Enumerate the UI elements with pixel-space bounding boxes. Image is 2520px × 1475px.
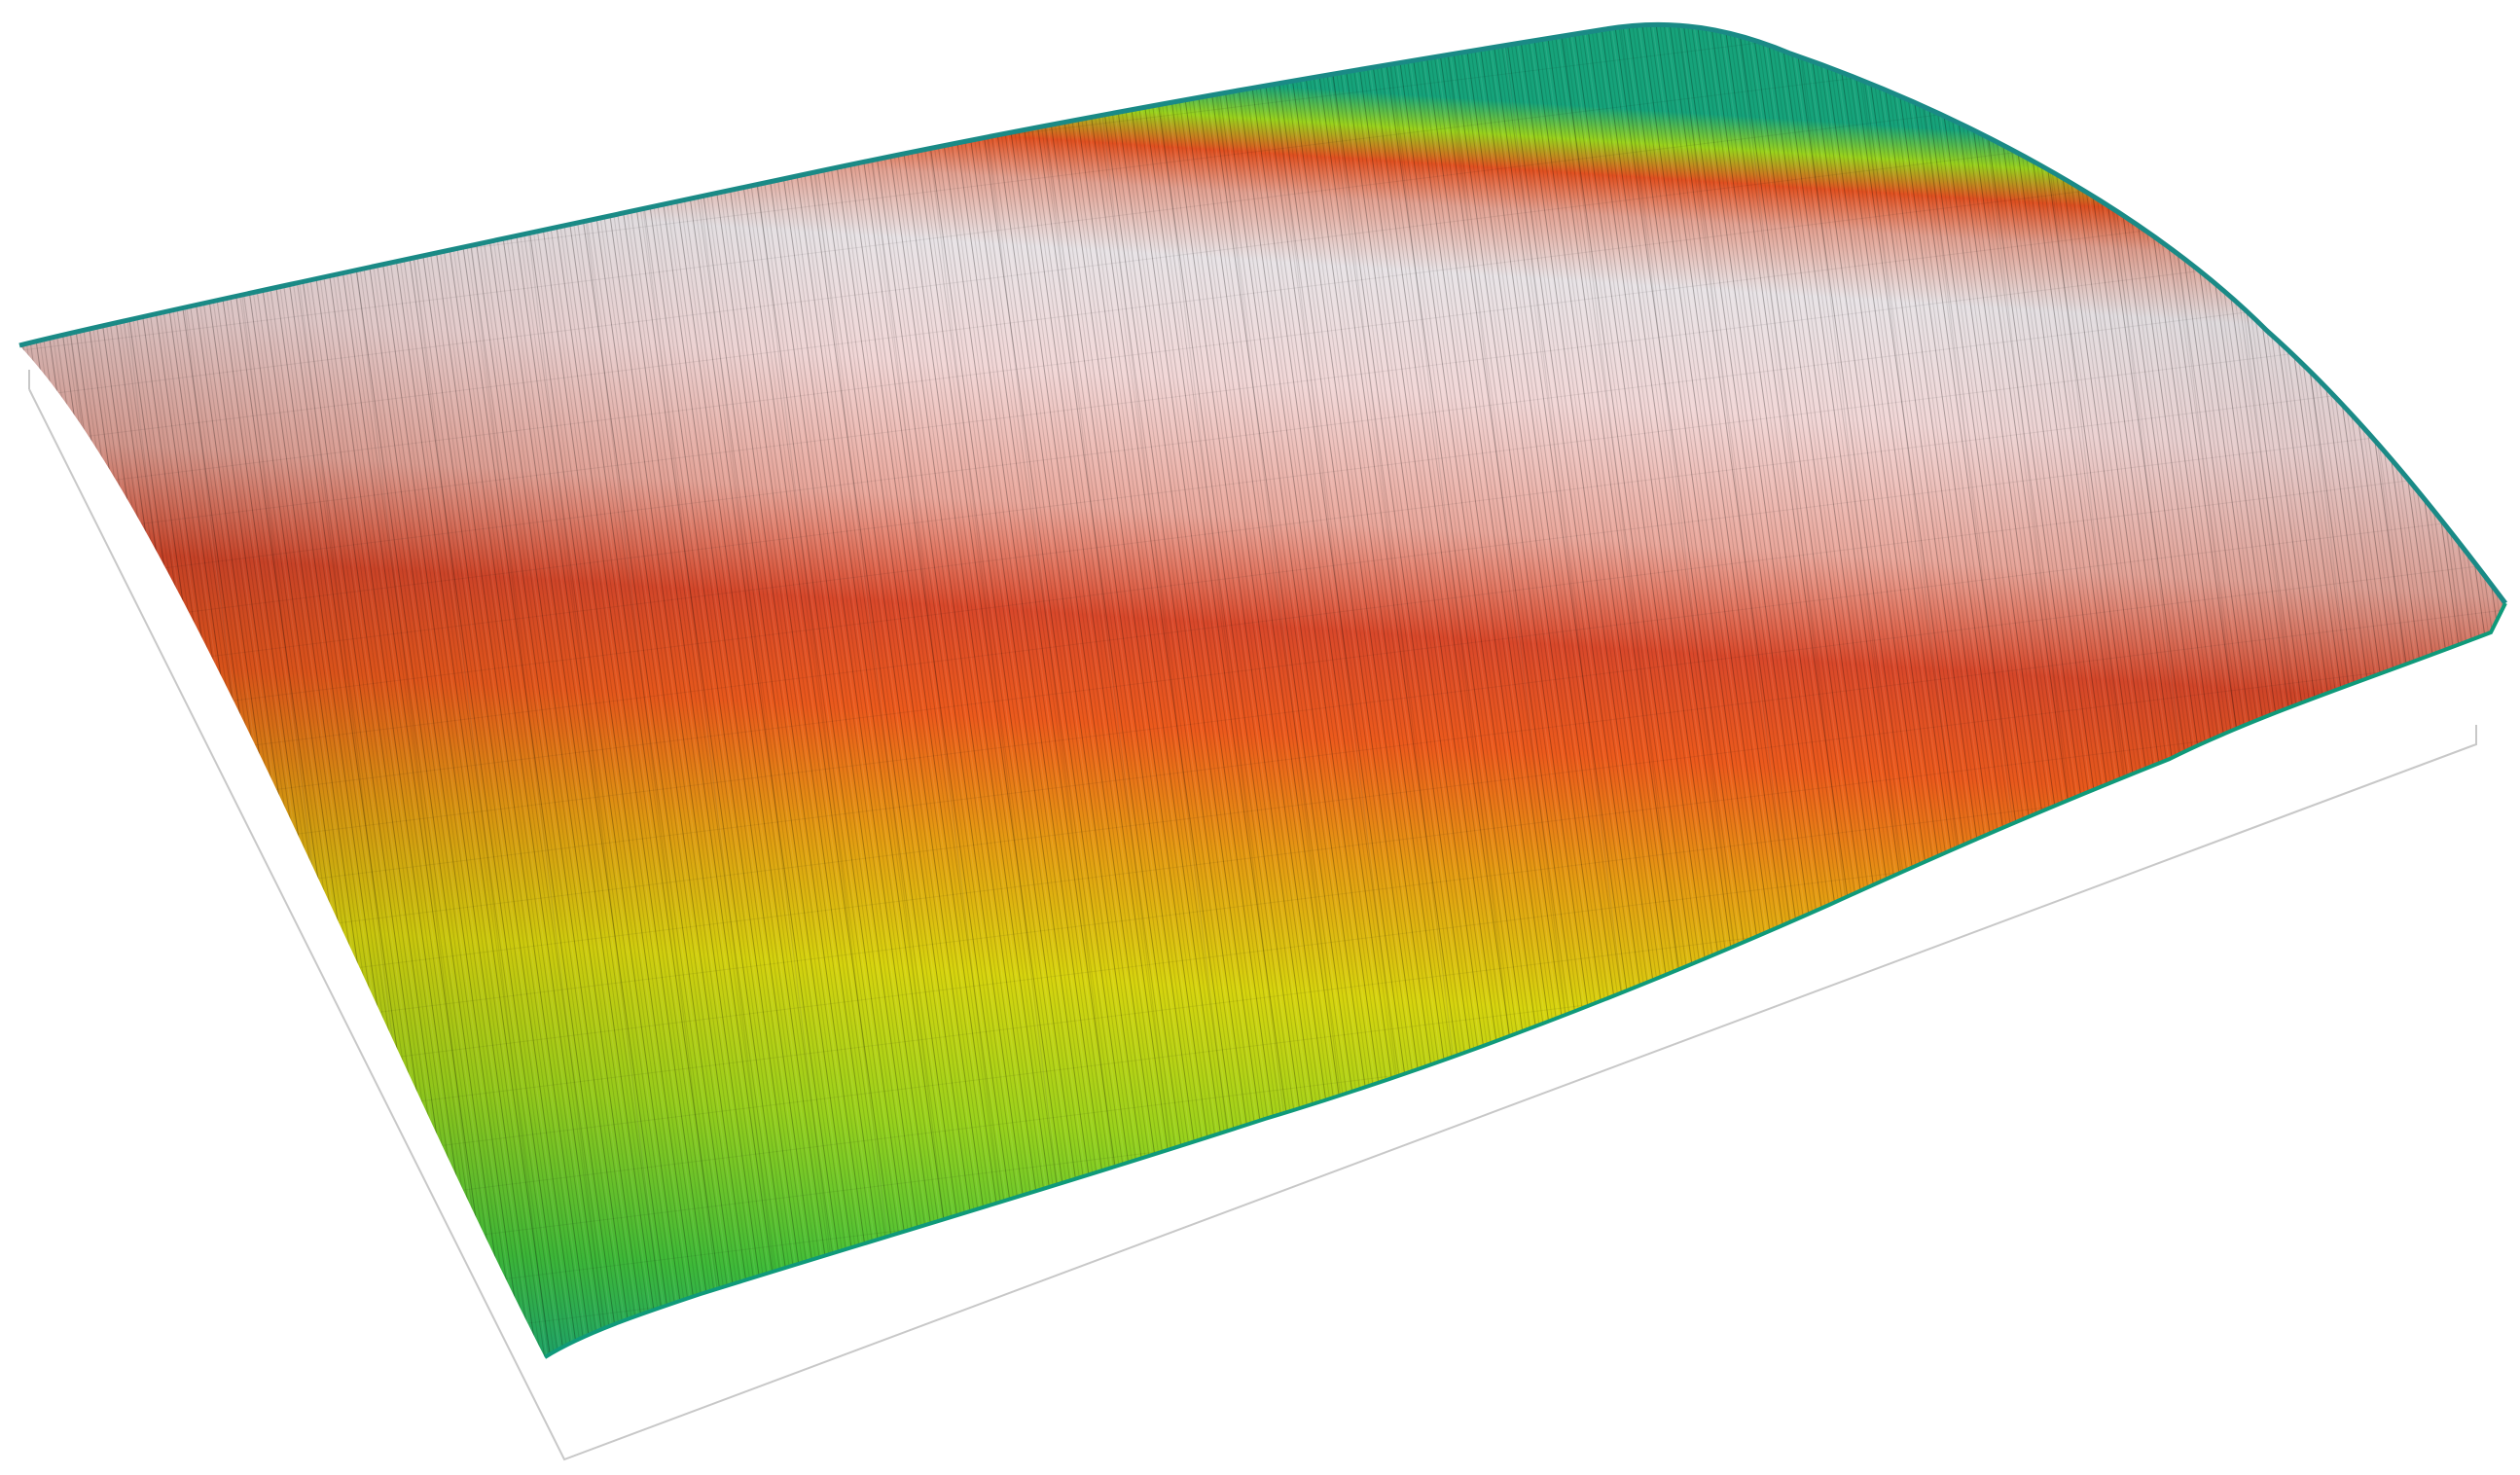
surface-ridge-edge [18, 21, 2507, 605]
base-box-outline [28, 388, 2477, 1461]
surface-front-edge [543, 602, 2507, 1359]
